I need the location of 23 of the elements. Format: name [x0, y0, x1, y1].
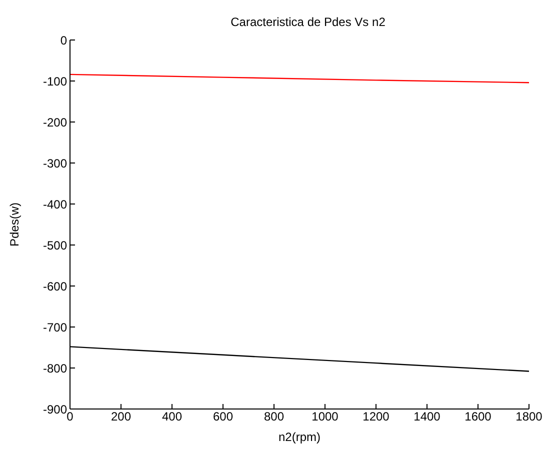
y-tick-label: -300 [42, 156, 68, 170]
x-tick-label: 200 [110, 410, 132, 424]
x-tick-label: 800 [264, 410, 284, 424]
y-tick-label: -200 [42, 115, 68, 130]
y-tick-label: -900 [42, 402, 68, 416]
y-tick-label: -600 [42, 279, 68, 294]
y-tick-label: -700 [42, 320, 68, 334]
y-tick-label: 0 [60, 33, 68, 48]
y-axis-title: Pdes(w) [7, 202, 22, 247]
line-series [70, 74, 529, 84]
x-tick-label: 600 [212, 410, 234, 424]
x-tick-label: 1200 [362, 410, 390, 424]
x-tick-label: 400 [162, 410, 182, 424]
y-tick-label: -100 [42, 74, 68, 88]
x-tick-label: 1400 [414, 410, 441, 424]
x-axis-title: n2(rpm) [278, 430, 321, 444]
y-tick-label: -800 [42, 361, 68, 376]
y-tick-label: -400 [42, 197, 68, 212]
chart-title: Caracteristica de Pdes Vs n2 [230, 15, 386, 29]
x-tick-label: 1600 [464, 410, 492, 424]
x-tick-label: 1800 [516, 410, 543, 424]
y-tick-label: -500 [42, 238, 68, 252]
x-tick-label: 1000 [312, 410, 339, 424]
